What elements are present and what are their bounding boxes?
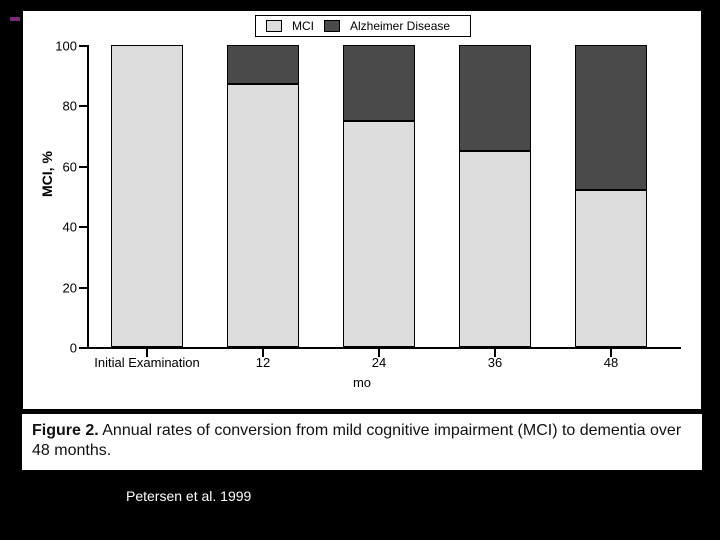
bar-group: [459, 45, 531, 347]
bar-segment-mci: [111, 45, 183, 347]
legend: MCI Alzheimer Disease: [255, 15, 471, 37]
y-tick-label: 40: [45, 220, 77, 235]
figure-caption-text: Annual rates of conversion from mild cog…: [32, 422, 681, 459]
bars-container: [87, 45, 681, 349]
y-tick-label: 100: [45, 39, 77, 54]
accent-mark: [10, 12, 20, 20]
x-category-label: Initial Examination: [94, 355, 200, 370]
y-tick-label: 60: [45, 159, 77, 174]
legend-label-alzheimer: Alzheimer Disease: [350, 19, 450, 33]
bar-group: [227, 45, 299, 347]
y-tick-label: 0: [45, 341, 77, 356]
legend-swatch-mci: [266, 20, 282, 32]
figure-label: Figure 2.: [32, 422, 99, 439]
bar-segment-alzheimer: [343, 45, 415, 121]
bar-group: [343, 45, 415, 347]
bar-segment-alzheimer: [575, 45, 647, 190]
y-tick: [79, 226, 87, 228]
slide: MCI Alzheimer Disease MCI, % 02040608010…: [0, 0, 720, 540]
bar-segment-mci: [575, 190, 647, 347]
bar-segment-alzheimer: [227, 45, 299, 84]
x-category-label: 12: [256, 355, 270, 370]
y-tick: [79, 166, 87, 168]
y-tick: [79, 45, 87, 47]
x-category-label: 24: [372, 355, 386, 370]
bar-segment-alzheimer: [459, 45, 531, 151]
figure-caption: Figure 2. Annual rates of conversion fro…: [22, 414, 702, 470]
x-category-label: 36: [488, 355, 502, 370]
legend-label-mci: MCI: [292, 19, 314, 33]
y-tick-label: 80: [45, 99, 77, 114]
x-axis-title: mo: [23, 375, 701, 390]
plot-area: 020406080100: [87, 45, 681, 349]
y-tick: [79, 347, 87, 349]
bar-segment-mci: [459, 151, 531, 347]
bar-group: [575, 45, 647, 347]
bar-segment-mci: [227, 84, 299, 347]
x-category-label: 48: [604, 355, 618, 370]
bar-group: [111, 45, 183, 347]
chart-panel: MCI Alzheimer Disease MCI, % 02040608010…: [22, 10, 702, 410]
y-tick-label: 20: [45, 280, 77, 295]
bar-segment-mci: [343, 121, 415, 348]
y-tick: [79, 105, 87, 107]
y-tick: [79, 287, 87, 289]
legend-swatch-alzheimer: [324, 20, 340, 32]
citation: Petersen et al. 1999: [120, 486, 257, 506]
